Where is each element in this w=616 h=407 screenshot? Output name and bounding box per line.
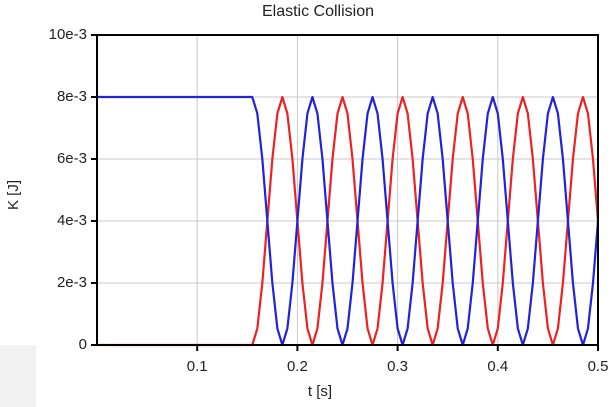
y-tick-label: 6e-3 [57, 150, 87, 167]
x-tick-label: 0.4 [487, 358, 508, 375]
chart-title: Elastic Collision [262, 3, 374, 20]
x-axis-label: t [s] [308, 383, 332, 400]
x-tick-label: 0.1 [187, 358, 208, 375]
y-axis-label: K [J] [5, 180, 22, 210]
x-tick-label: 0.3 [387, 358, 408, 375]
y-tick-label: 8e-3 [57, 88, 87, 105]
y-tick-label: 10e-3 [49, 26, 87, 43]
y-tick-label: 4e-3 [57, 212, 87, 229]
y-tick-label: 0 [79, 336, 87, 353]
plot-area [97, 35, 598, 345]
plot-frame [96, 34, 599, 346]
series-line [97, 95, 600, 347]
x-tick-label: 0.2 [287, 358, 308, 375]
panel-bg [0, 345, 36, 407]
y-tick-label: 2e-3 [57, 274, 87, 291]
x-tick-label: 0.5 [588, 358, 609, 375]
